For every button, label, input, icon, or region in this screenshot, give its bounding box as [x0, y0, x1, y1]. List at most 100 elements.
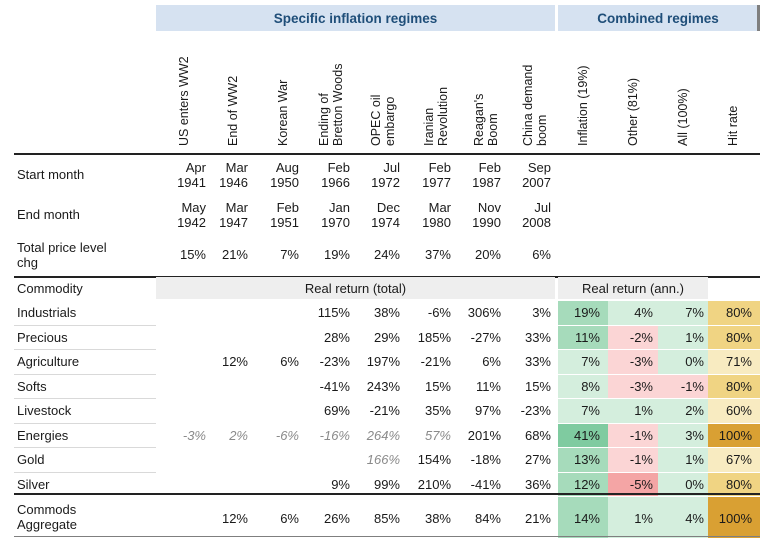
real-return-total: 166% — [366, 452, 400, 467]
price-change-row-label: Total price level chg — [17, 240, 107, 270]
start-month-row-value: Feb 1977 — [422, 160, 451, 190]
column-header-label: All (100%) — [676, 88, 690, 146]
real-return-total: 38% — [373, 305, 400, 320]
combined-regimes-header: Combined regimes — [558, 5, 758, 31]
cell-tint — [658, 374, 708, 398]
inflation-ann: 7% — [581, 403, 600, 418]
real-ann-label: Real return (ann.) — [582, 281, 684, 296]
real-return-total: 85% — [373, 511, 400, 526]
end-month-row-value: May 1942 — [177, 200, 206, 230]
inflation-ann: 12% — [573, 476, 600, 492]
all-ann: 2% — [685, 403, 704, 418]
real-return-total: -21% — [369, 403, 400, 418]
combined-regimes-label: Combined regimes — [597, 10, 719, 26]
cell-tint — [708, 448, 760, 472]
header-edge — [757, 5, 760, 31]
cell-tint — [708, 325, 760, 349]
hit-rate: 100% — [718, 511, 752, 526]
real-return-total: -41% — [319, 378, 350, 394]
row-label: Silver — [17, 476, 50, 492]
column-header-label: OPEC oil embargo — [369, 94, 397, 146]
price-change-row-value: 19% — [323, 247, 350, 262]
real-return-total: 33% — [524, 354, 551, 369]
cell-tint — [558, 497, 608, 538]
column-header-label: Other (81%) — [626, 77, 640, 146]
cell-tint — [708, 399, 760, 423]
hit-rate: 80% — [725, 329, 752, 345]
real-return-total: -41% — [470, 476, 501, 492]
column-header-label: US enters WW2 — [177, 56, 191, 146]
cell-tint — [658, 448, 708, 472]
start-month-row-value: Feb 1987 — [472, 160, 501, 190]
cell-tint — [608, 350, 658, 374]
real-return-total: 264% — [366, 427, 400, 443]
inflation-ann: 7% — [581, 354, 600, 369]
row-separator — [14, 471, 156, 473]
cell-tint — [658, 399, 708, 423]
price-change-row-value: 6% — [532, 247, 551, 262]
row-separator — [14, 398, 156, 399]
cell-tint — [708, 350, 760, 374]
column-header-label: Hit rate — [726, 105, 740, 146]
end-month-row-value: Mar 1947 — [219, 200, 248, 230]
real-return-total: 57% — [424, 427, 451, 443]
price-change-row-value: 7% — [280, 247, 299, 262]
other-ann: 1% — [634, 403, 653, 418]
cell-tint — [558, 350, 608, 374]
real-return-total: 38% — [424, 511, 451, 526]
column-header-label: Reagan's Boom — [472, 93, 500, 146]
other-ann: -3% — [629, 378, 653, 394]
cell-tint — [608, 399, 658, 423]
real-return-total: 21% — [524, 511, 551, 526]
row-separator — [14, 349, 156, 350]
inflation-ann: 11% — [574, 329, 600, 345]
cell-tint — [558, 448, 608, 472]
real-return-total: 97% — [474, 403, 501, 418]
inflation-ann: 41% — [573, 427, 600, 443]
commodity-separator — [14, 276, 760, 278]
real-return-total: 15% — [424, 378, 451, 394]
row-separator — [14, 373, 156, 375]
inflation-ann: 8% — [581, 378, 600, 394]
cell-tint — [608, 472, 658, 496]
real-return-total: -21% — [420, 354, 451, 369]
other-ann: 1% — [634, 511, 653, 526]
column-header-label: China demand boom — [521, 64, 549, 146]
cell-tint — [558, 374, 608, 398]
all-ann: -1% — [680, 378, 704, 394]
real-return-total: 9% — [331, 476, 350, 492]
column-header-label: Korean War — [276, 79, 290, 146]
other-ann: 4% — [634, 305, 653, 320]
end-month-row-value: Jul 2008 — [522, 200, 551, 230]
real-ann-bar — [558, 277, 708, 299]
inflation-ann: 14% — [573, 511, 600, 526]
cell-tint — [558, 472, 608, 496]
start-month-row-value: Jul 1972 — [371, 160, 400, 190]
real-return-total: 68% — [524, 427, 551, 443]
hit-rate: 100% — [718, 427, 752, 443]
other-ann: -1% — [629, 452, 653, 467]
hit-rate: 80% — [725, 378, 752, 394]
end-month-row-value: Dec 1974 — [371, 200, 400, 230]
hit-rate: 67% — [725, 452, 752, 467]
row-label: Agriculture — [17, 354, 80, 369]
all-ann: 4% — [685, 511, 704, 526]
real-return-total: 201% — [467, 427, 501, 443]
cell-tint — [558, 423, 608, 447]
end-month-row-value: Nov 1990 — [472, 200, 501, 230]
cell-tint — [658, 472, 708, 496]
cell-tint — [558, 325, 608, 349]
real-return-total: 26% — [323, 511, 350, 526]
cell-tint — [658, 301, 708, 325]
price-change-row-value: 15% — [179, 247, 206, 262]
real-return-total: 6% — [280, 354, 299, 369]
real-return-total: 28% — [323, 329, 350, 345]
column-header-label: Iranian Revolution — [422, 86, 450, 146]
cell-tint — [608, 497, 658, 538]
row-separator — [14, 447, 156, 448]
cell-tint — [608, 448, 658, 472]
row-label: Gold — [17, 452, 45, 467]
start-month-row-value: Feb 1966 — [321, 160, 350, 190]
real-return-total: 84% — [474, 511, 501, 526]
end-month-row-value: Mar 1980 — [422, 200, 451, 230]
